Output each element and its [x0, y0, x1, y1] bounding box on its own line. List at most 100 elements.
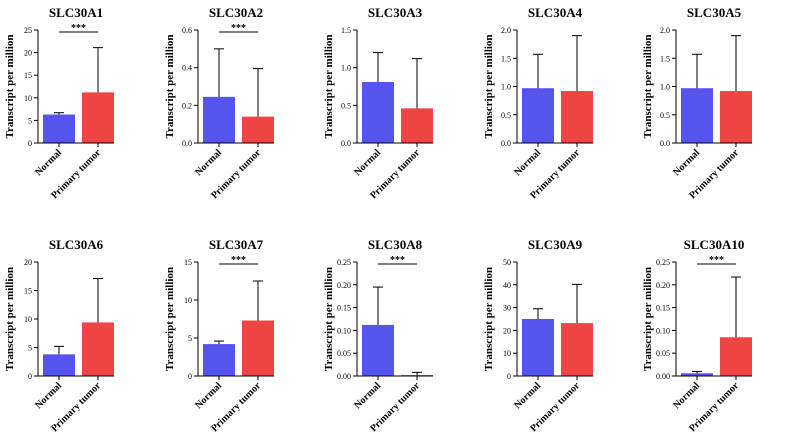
y-axis-label: Transcript per million [483, 34, 495, 138]
y-tick-label: 15 [24, 287, 32, 296]
y-tick-label: 10 [24, 94, 32, 103]
y-tick-label: 5 [188, 334, 192, 343]
x-category-label: Normal [193, 380, 224, 411]
y-tick-label: 0 [28, 372, 32, 381]
y-axis-label: Transcript per million [4, 34, 16, 138]
y-tick-label: 0.20 [656, 281, 670, 290]
y-tick-label: 1.0 [660, 83, 670, 92]
y-tick-label: 0.25 [656, 258, 670, 267]
y-tick-label: 10 [24, 315, 32, 324]
y-tick-label: 40 [503, 281, 511, 290]
bar-normal [362, 81, 394, 143]
y-axis-label: Transcript per million [164, 267, 176, 371]
x-category-label: Normal [512, 380, 543, 411]
x-category-label: Normal [352, 147, 383, 178]
y-tick-label: 1.0 [501, 83, 511, 92]
chart-panel-7: SLC30A7 Transcript per million 0 5 10 15 Norma… [164, 237, 274, 434]
bar-primary-tumor [720, 91, 752, 143]
chart-title: SLC30A2 [209, 5, 263, 20]
bar-primary-tumor [561, 323, 593, 376]
bar-primary-tumor [82, 322, 114, 376]
y-tick-label: 0.05 [656, 349, 670, 358]
y-tick-label: 0.6 [182, 26, 192, 35]
bar-primary-tumor [401, 108, 433, 143]
bar-primary-tumor [720, 337, 752, 376]
significance-label: *** [709, 255, 724, 266]
y-tick-label: 15 [24, 71, 32, 80]
significance-label: *** [390, 255, 405, 266]
y-tick-label: 0.15 [656, 304, 670, 313]
y-axis-label: Transcript per million [642, 34, 654, 138]
bar-normal [681, 88, 713, 143]
bar-primary-tumor [82, 92, 114, 143]
y-tick-label: 1.5 [501, 54, 511, 63]
y-tick-label: 0.0 [660, 139, 670, 148]
bar-normal [681, 373, 713, 376]
y-tick-label: 0.0 [341, 139, 351, 148]
y-tick-label: 5 [28, 116, 32, 125]
chart-title: SLC30A5 [687, 5, 742, 20]
y-axis-label: Transcript per million [4, 267, 16, 371]
y-tick-label: 0.0 [501, 139, 511, 148]
y-tick-label: 30 [503, 304, 511, 313]
x-category-label: Normal [352, 380, 383, 411]
y-axis-label: Transcript per million [642, 267, 654, 371]
y-tick-label: 50 [503, 258, 511, 267]
chart-title: SLC30A9 [528, 237, 583, 252]
y-tick-label: 0 [507, 372, 511, 381]
bar-primary-tumor [242, 116, 274, 143]
y-tick-label: 25 [24, 26, 32, 35]
bar-normal [203, 344, 235, 376]
significance-label: *** [231, 23, 246, 34]
bar-normal [522, 88, 554, 143]
y-tick-label: 0.5 [341, 101, 351, 110]
y-axis-label: Transcript per million [323, 267, 335, 371]
y-tick-label: 0.00 [656, 372, 670, 381]
chart-title: SLC30A1 [49, 5, 103, 20]
bar-normal [362, 324, 394, 376]
bar-primary-tumor [242, 320, 274, 376]
y-tick-label: 20 [24, 258, 32, 267]
y-tick-label: 20 [503, 326, 511, 335]
y-tick-label: 0.5 [501, 111, 511, 120]
y-tick-label: 2.0 [501, 26, 511, 35]
chart-panel-1: SLC30A1 Transcript per million 0 5 10 15 20 25 N… [4, 5, 114, 201]
y-tick-label: 0.00 [337, 372, 351, 381]
x-category-label: Normal [33, 380, 64, 411]
x-category-label: Normal [512, 147, 543, 178]
y-tick-label: 5 [28, 344, 32, 353]
chart-panel-2: SLC30A2 Transcript per million 0.0 0.2 0.4 0.… [164, 5, 274, 201]
x-category-label: Normal [193, 147, 224, 178]
y-tick-label: 0.10 [656, 326, 670, 335]
y-axis-label: Transcript per million [323, 34, 335, 138]
chart-title: SLC30A3 [368, 5, 423, 20]
y-tick-label: 0 [28, 139, 32, 148]
y-tick-label: 0.10 [337, 326, 351, 335]
bar-normal [43, 354, 75, 376]
x-category-label: Normal [33, 147, 64, 178]
bar-primary-tumor [561, 91, 593, 143]
y-tick-label: 1.0 [341, 64, 351, 73]
bar-normal [43, 114, 75, 143]
y-tick-label: 0 [188, 372, 192, 381]
chart-panel-3: SLC30A3 Transcript per million 0.0 0.5 1.0 1.… [323, 5, 433, 201]
y-tick-label: 10 [184, 296, 192, 305]
chart-panel-6: SLC30A6 Transcript per million 0 5 10 15 20 Nor… [4, 237, 114, 434]
y-tick-label: 0.0 [182, 139, 192, 148]
y-axis-label: Transcript per million [164, 34, 176, 138]
y-tick-label: 0.4 [182, 64, 192, 73]
y-tick-label: 1.5 [341, 26, 351, 35]
chart-title: SLC30A8 [368, 237, 423, 252]
y-axis-label: Transcript per million [483, 267, 495, 371]
y-tick-label: 20 [24, 49, 32, 58]
y-tick-label: 0.20 [337, 281, 351, 290]
y-tick-label: 0.25 [337, 258, 351, 267]
significance-label: *** [71, 23, 86, 34]
y-tick-label: 0.15 [337, 304, 351, 313]
y-tick-label: 10 [503, 349, 511, 358]
y-tick-label: 2.0 [660, 26, 670, 35]
significance-label: *** [231, 255, 246, 266]
